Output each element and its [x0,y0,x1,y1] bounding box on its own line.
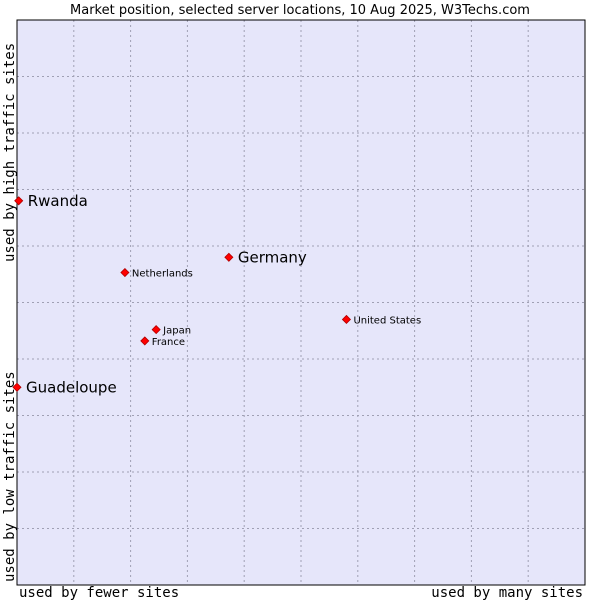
point-japan: Japan [151,325,191,337]
point-germany: Germany [224,248,307,266]
point-marker [151,325,161,335]
point-label: Germany [238,248,307,266]
point-label: Rwanda [28,192,88,210]
grid-lines [17,20,585,585]
plot-border [16,19,586,586]
x-axis-high-label: used by many sites [431,585,583,600]
y-axis-high-label: used by high traffic sites [2,43,18,262]
point-netherlands: Netherlands [120,267,193,280]
point-label: Guadeloupe [26,378,117,396]
point-marker [224,252,234,262]
y-axis-low-label: used by low traffic sites [2,371,18,582]
point-marker [14,196,24,206]
point-marker [140,336,150,346]
point-label: United States [353,315,421,326]
point-label: France [152,337,185,348]
point-label: Netherlands [132,269,193,280]
point-united-states: United States [341,314,421,326]
point-rwanda: Rwanda [14,192,88,210]
data-points: Rwanda Germany Netherlands United States Jap… [12,192,421,396]
point-guadeloupe: Guadeloupe [12,378,117,396]
point-marker [341,314,352,325]
x-axis-low-label: used by fewer sites [19,585,179,600]
point-france: France [140,336,185,348]
chart-title: Market position, selected server locatio… [70,3,530,18]
point-marker [12,382,22,392]
point-label: Japan [162,326,191,337]
point-marker [120,267,130,278]
